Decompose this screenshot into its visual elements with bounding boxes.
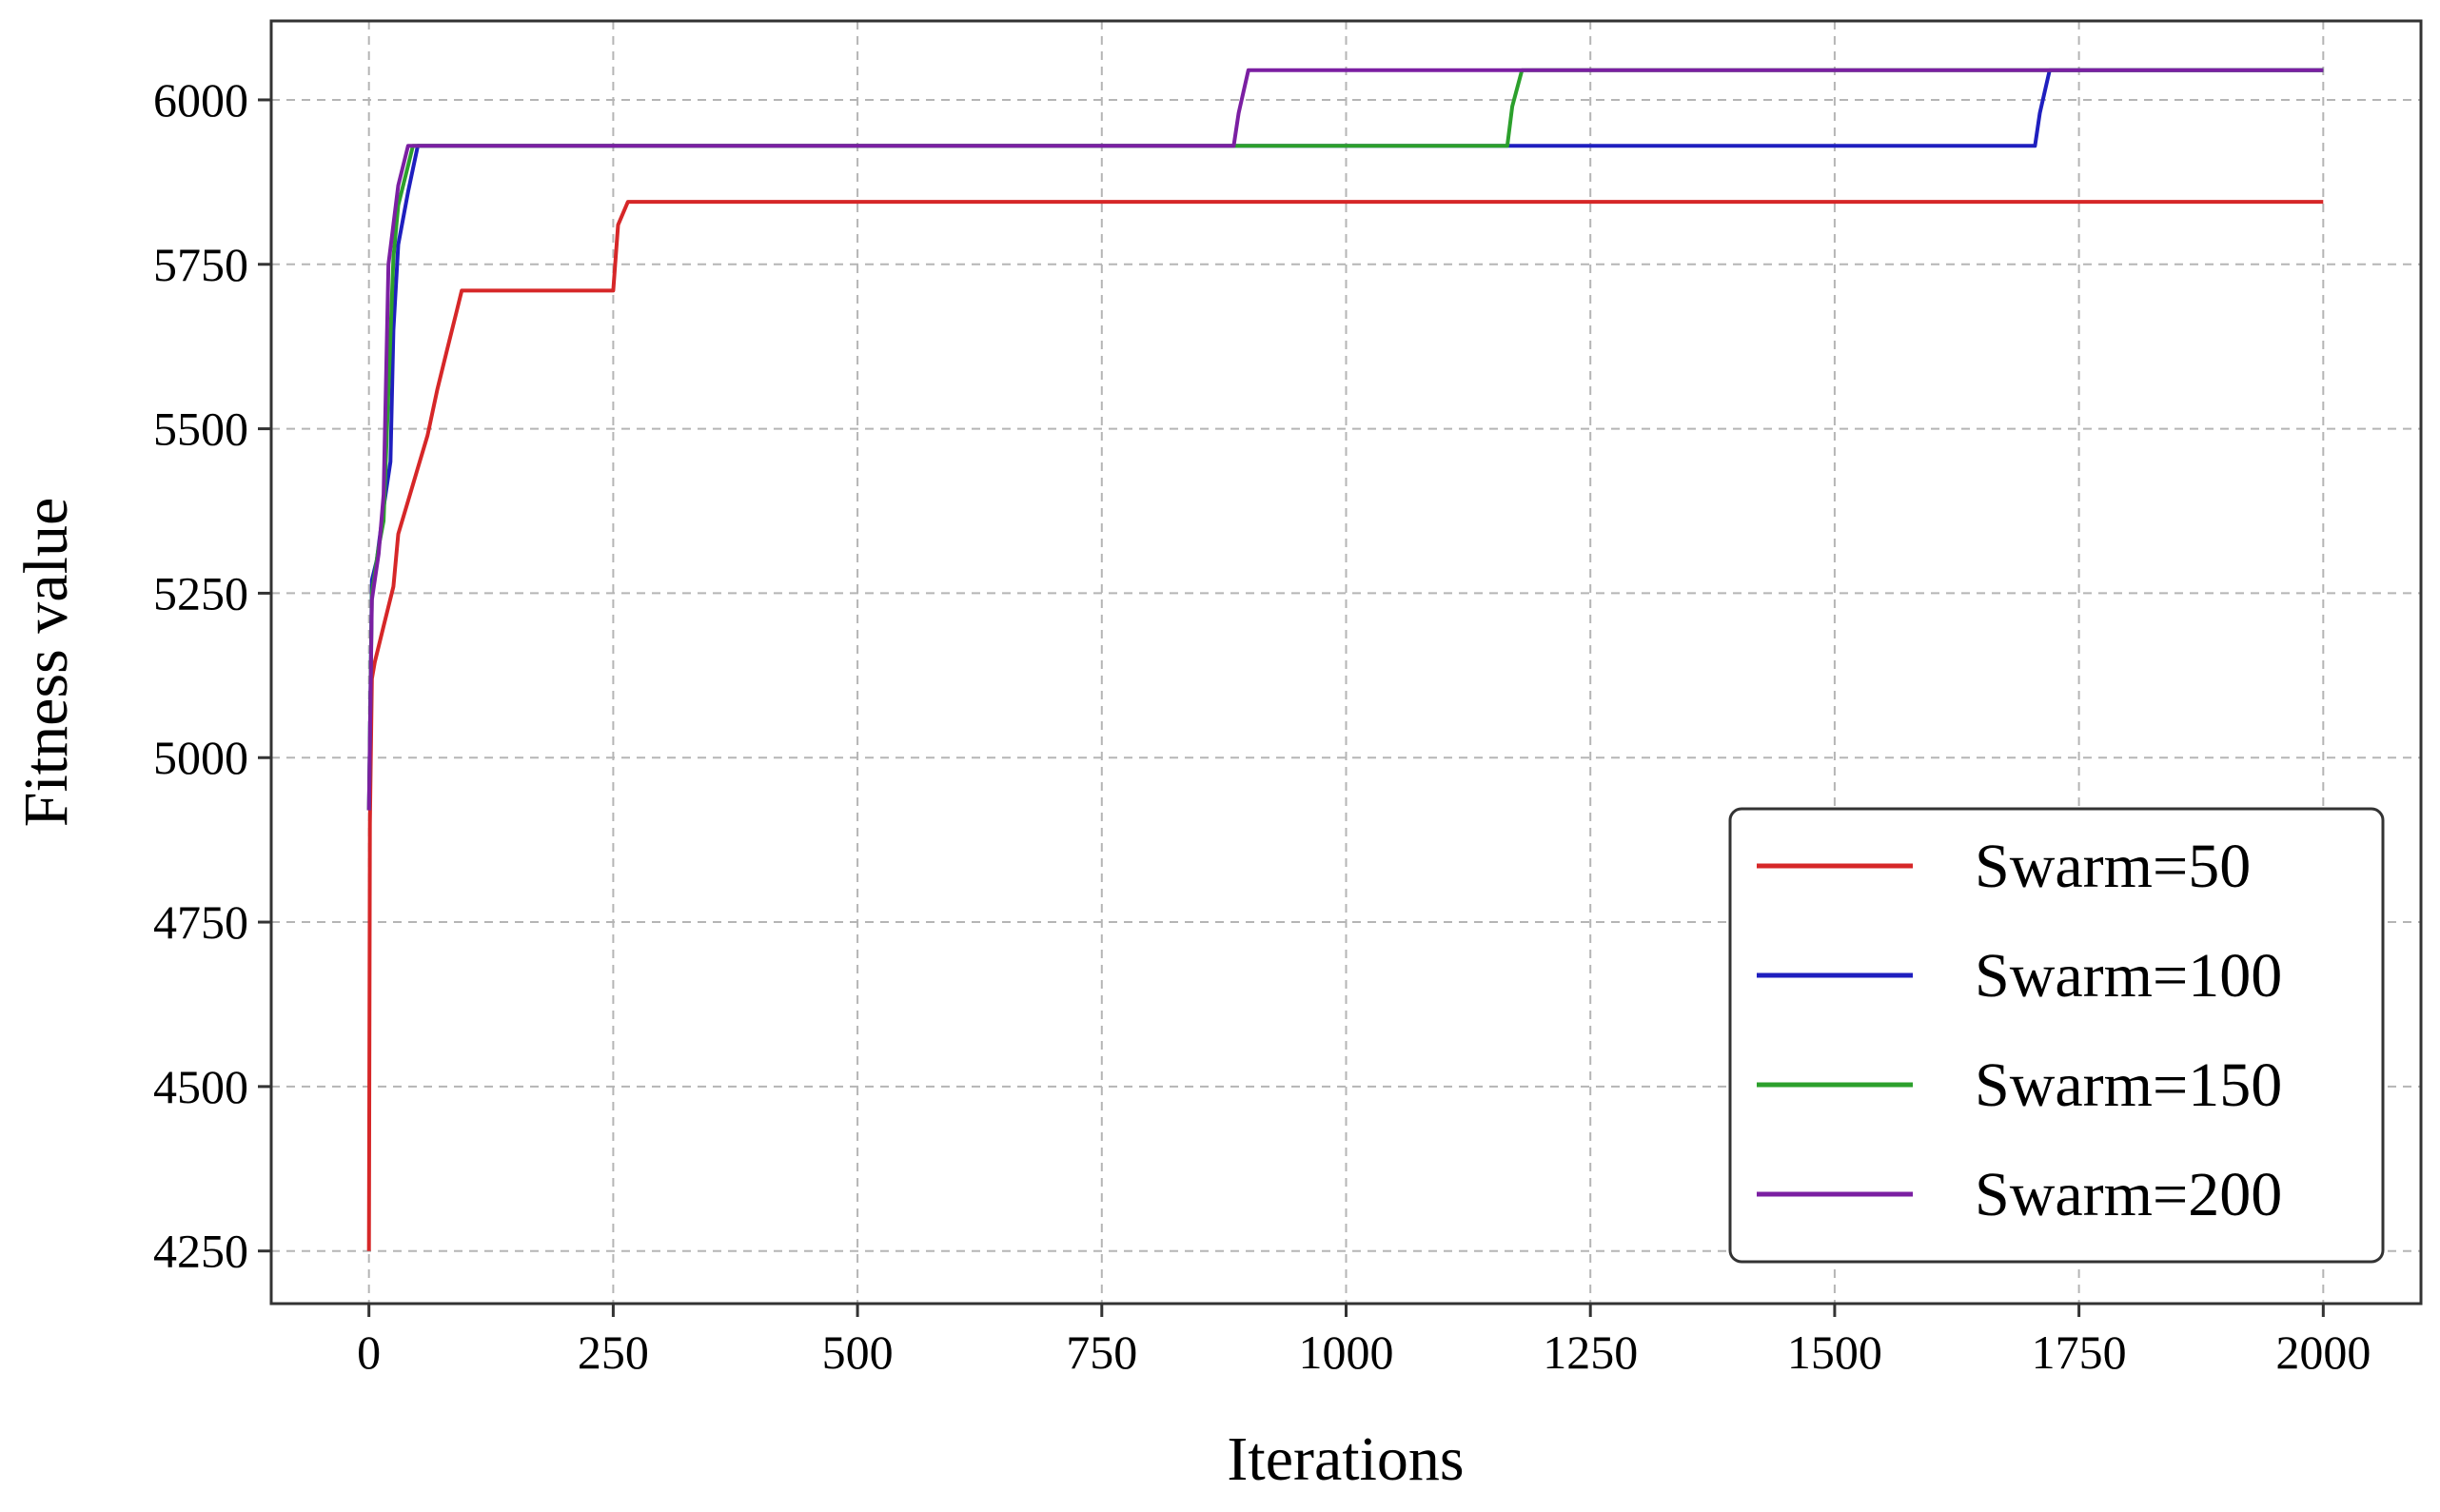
legend: Swarm=50 Swarm=100 Swarm=150 Swarm=200 (1728, 807, 2385, 1264)
y-tick-label: 4250 (153, 1225, 248, 1278)
x-tick-label: 750 (1066, 1325, 1137, 1379)
x-tick-label: 1500 (1787, 1325, 1882, 1379)
x-axis-title: Iterations (1227, 1424, 1464, 1494)
x-tick-label: 0 (357, 1325, 381, 1379)
y-axis-title: Fitness value (11, 498, 81, 827)
y-tick-label: 6000 (153, 73, 248, 127)
x-tick-label: 1750 (2032, 1325, 2127, 1379)
grid (271, 21, 2421, 1304)
legend-box (1728, 807, 2385, 1264)
y-tick-label: 4500 (153, 1060, 248, 1113)
series-lines (366, 68, 2324, 1251)
x-tick-label: 500 (822, 1325, 894, 1379)
y-tick-label: 5000 (153, 731, 248, 784)
legend-label: Swarm=50 (1975, 832, 2251, 901)
axis-ticks: 0 250 500 750 1000 1250 1500 1750 2000 4250 4500 47… (153, 73, 2371, 1379)
y-tick-label: 5500 (153, 403, 248, 456)
x-tick-label: 1250 (1543, 1325, 1638, 1379)
series-line (366, 200, 2324, 1251)
legend-label: Swarm=200 (1975, 1160, 2282, 1229)
y-tick-label: 5250 (153, 566, 248, 619)
legend-label: Swarm=150 (1975, 1051, 2282, 1120)
x-tick-label: 250 (578, 1325, 649, 1379)
y-tick-label: 5750 (153, 238, 248, 291)
y-tick-label: 4750 (153, 895, 248, 949)
series-line (366, 68, 2324, 811)
legend-label: Swarm=100 (1975, 941, 2282, 1011)
x-tick-label: 1000 (1299, 1325, 1394, 1379)
x-tick-label: 2000 (2275, 1325, 2371, 1379)
